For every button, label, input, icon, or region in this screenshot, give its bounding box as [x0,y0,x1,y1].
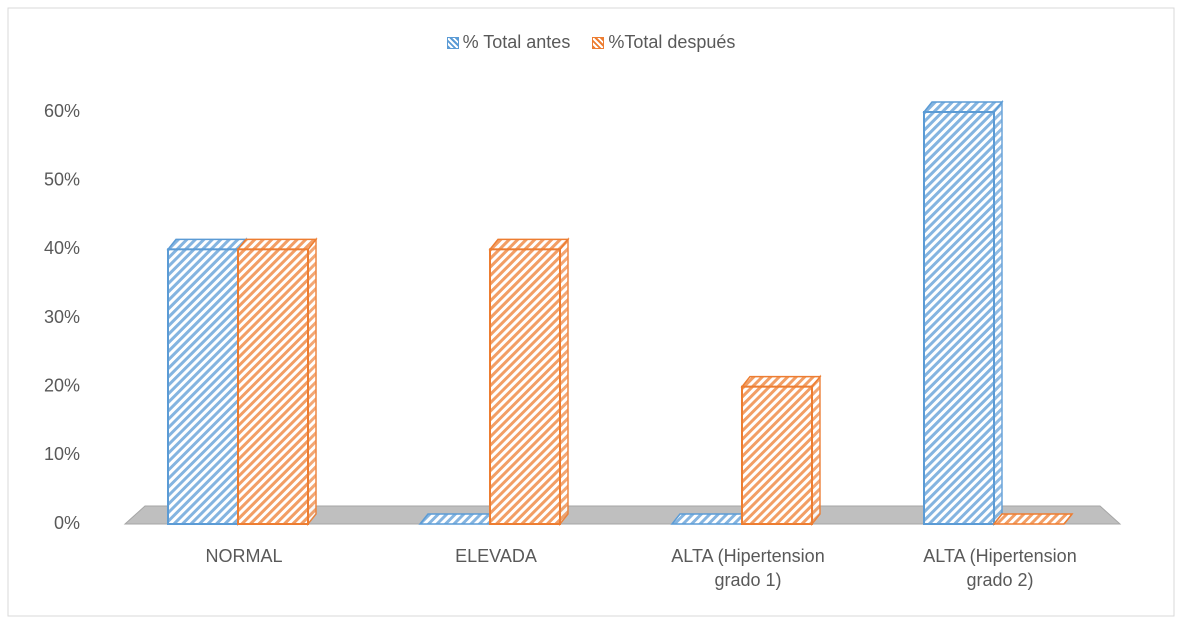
legend-swatch [592,36,605,49]
bar-side [559,237,569,527]
bar [741,385,813,525]
bar-top [992,513,1074,525]
bar-side [811,374,821,527]
legend-swatch [446,36,459,49]
legend-label: %Total después [608,32,736,52]
bar-side [307,237,317,527]
bar [489,248,561,525]
y-tick-label: 0% [54,513,80,533]
bar [167,248,239,525]
bar [237,248,309,525]
bar-top [670,513,752,525]
y-tick-label: 10% [44,444,80,464]
x-tick-label: ALTA (Hipertension grado 1) [671,546,825,590]
x-tick-label: ALTA (Hipertension grado 2) [923,546,1077,590]
legend: % Total antes %Total después [0,32,1182,53]
x-tick-label: NORMAL [205,546,283,566]
bar [923,111,995,525]
legend-label: % Total antes [462,32,571,52]
bar-top [418,513,500,525]
legend-item: %Total después [592,32,735,53]
y-tick-label: 60% [44,101,80,121]
bar-top [166,238,248,251]
y-tick-label: 30% [44,307,80,327]
bar-top [922,101,1004,113]
y-tick-label: 50% [44,169,80,189]
bar-top [740,375,822,388]
bar-top [236,238,318,251]
bar-top [488,238,570,251]
x-tick-label: ELEVADA [455,546,537,566]
bar-side [993,99,1003,527]
legend-item: % Total antes [446,32,571,53]
y-tick-label: 20% [44,375,80,395]
y-tick-label: 40% [44,238,80,258]
